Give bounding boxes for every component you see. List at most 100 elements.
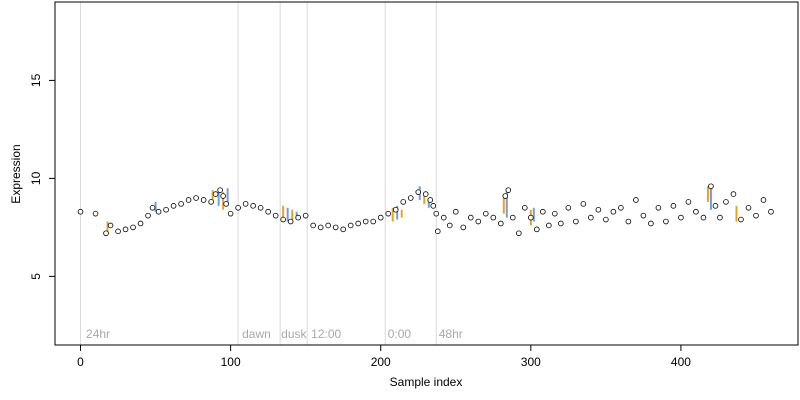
data-point-53 — [440, 214, 447, 221]
data-point-47 — [415, 189, 422, 195]
data-point-86 — [663, 218, 669, 225]
data-point-58 — [475, 218, 482, 225]
annotation-label-3: 12:00 — [311, 327, 341, 341]
data-point-74 — [573, 218, 579, 225]
data-point-32 — [302, 212, 309, 219]
x-tick-label-2: 200 — [371, 355, 391, 369]
annotation-label-1: dawn — [242, 327, 271, 341]
data-point-16 — [200, 197, 207, 203]
data-point-31 — [295, 214, 301, 221]
data-point-57 — [467, 214, 474, 221]
y-tick-label-1: 10 — [29, 171, 43, 185]
annotation-label-4: 0:00 — [388, 327, 412, 341]
data-point-60 — [490, 214, 497, 221]
x-axis-title: Sample index — [390, 375, 463, 389]
x-tick-label-1: 100 — [221, 355, 241, 369]
annotation-label-2: dusk — [281, 327, 307, 341]
y-axis-title: Expression — [9, 144, 23, 203]
data-point-44 — [392, 206, 399, 213]
data-point-69 — [540, 208, 546, 215]
data-point-92 — [708, 183, 714, 190]
data-point-40 — [362, 218, 369, 225]
data-point-30 — [287, 218, 294, 225]
data-point-35 — [325, 222, 331, 229]
data-point-6 — [130, 224, 136, 231]
data-point-14 — [185, 197, 192, 203]
vertical-markers — [80, 2, 437, 345]
data-point-13 — [178, 201, 184, 207]
data-point-100 — [760, 197, 767, 203]
x-tick-label-3: 300 — [521, 355, 541, 369]
data-point-84 — [648, 220, 654, 227]
data-point-91 — [700, 214, 707, 221]
data-point-25 — [250, 203, 256, 209]
data-point-63 — [505, 187, 512, 193]
data-point-71 — [552, 210, 558, 217]
data-point-29 — [280, 216, 286, 223]
change-bars — [106, 184, 738, 234]
data-point-8 — [145, 212, 151, 219]
data-points — [77, 183, 774, 237]
data-point-18 — [212, 191, 219, 197]
data-point-96 — [730, 191, 737, 197]
data-point-21 — [223, 201, 229, 207]
data-point-48 — [422, 191, 429, 197]
data-point-20 — [220, 193, 226, 199]
data-point-12 — [170, 203, 177, 209]
data-point-34 — [317, 224, 324, 231]
data-point-65 — [516, 230, 522, 237]
data-point-28 — [272, 212, 279, 219]
data-point-62 — [502, 193, 509, 199]
data-point-43 — [385, 210, 392, 217]
x-axis: 0 100 200 300 400 — [77, 345, 691, 369]
data-point-39 — [355, 220, 362, 227]
annotation-label-5: 48hr — [439, 327, 463, 341]
data-point-73 — [565, 205, 572, 211]
y-axis: 5 10 15 — [29, 73, 55, 280]
data-point-94 — [717, 214, 723, 221]
data-point-54 — [446, 222, 453, 229]
data-point-90 — [693, 208, 699, 215]
data-point-15 — [193, 195, 199, 201]
plot-frame — [54, 1, 799, 346]
data-point-98 — [745, 205, 752, 211]
data-point-2 — [103, 230, 109, 237]
data-point-85 — [655, 205, 662, 211]
data-point-88 — [678, 214, 684, 221]
data-point-70 — [546, 222, 552, 229]
data-point-67 — [528, 214, 534, 221]
data-point-83 — [640, 212, 647, 219]
annotation-label-0: 24hr — [86, 327, 110, 341]
data-point-66 — [522, 205, 528, 211]
data-point-61 — [497, 220, 504, 227]
x-tick-label-4: 400 — [671, 355, 691, 369]
data-point-99 — [753, 212, 759, 219]
data-point-3 — [107, 222, 114, 229]
data-point-5 — [122, 226, 129, 233]
data-point-26 — [257, 205, 264, 211]
data-point-68 — [534, 226, 540, 233]
data-point-56 — [460, 224, 467, 231]
data-point-24 — [242, 201, 249, 207]
data-point-37 — [340, 226, 346, 233]
data-point-1 — [92, 210, 99, 217]
data-point-36 — [332, 224, 339, 231]
data-point-75 — [580, 201, 587, 207]
data-point-41 — [370, 218, 377, 225]
y-tick-label-2: 15 — [29, 73, 43, 87]
data-point-64 — [510, 214, 516, 221]
data-point-82 — [633, 197, 639, 203]
data-point-55 — [452, 208, 459, 215]
data-point-77 — [595, 206, 602, 213]
data-point-50 — [430, 203, 437, 209]
data-point-19 — [217, 187, 223, 193]
data-point-51 — [433, 210, 440, 217]
data-point-72 — [558, 220, 564, 227]
data-point-87 — [670, 203, 677, 209]
data-point-101 — [768, 208, 774, 215]
data-point-45 — [400, 199, 407, 205]
data-point-33 — [310, 222, 316, 229]
data-point-79 — [610, 208, 617, 215]
data-point-10 — [155, 208, 162, 215]
